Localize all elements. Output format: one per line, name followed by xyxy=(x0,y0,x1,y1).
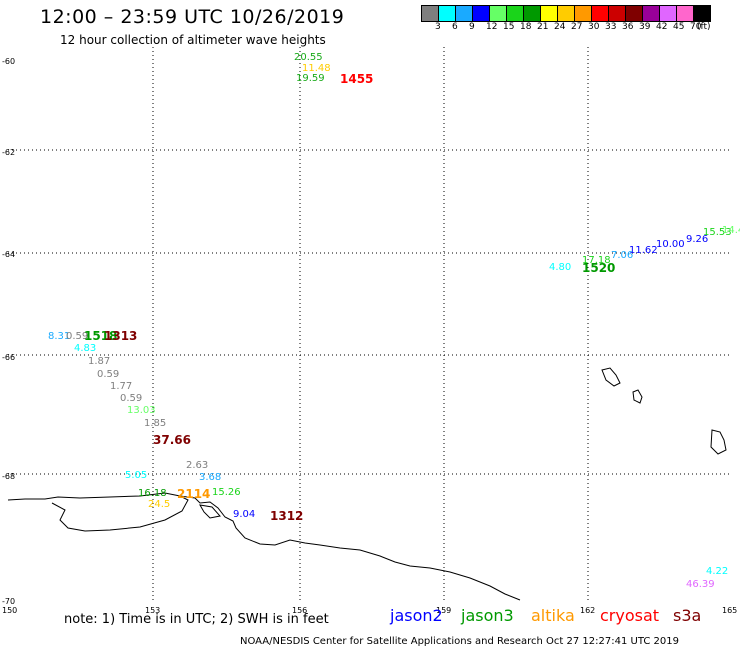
wave-height-color-scale xyxy=(421,5,711,22)
scale-swatch xyxy=(693,5,711,22)
balleny-island-1 xyxy=(601,367,621,387)
wave-height-label: 4.80 xyxy=(549,262,572,273)
balleny-island-2 xyxy=(632,389,643,404)
scale-label: 39 xyxy=(639,22,651,32)
scale-label: 15 xyxy=(503,22,515,32)
antarctic-coastline xyxy=(7,492,521,601)
wave-height-label: 5.05 xyxy=(125,470,148,481)
wave-height-label: 4.22 xyxy=(706,566,729,577)
units-note: note: 1) Time is in UTC; 2) SWH is in fe… xyxy=(64,612,329,627)
latitude-label: -68 xyxy=(2,472,16,481)
scale-label: 42 xyxy=(656,22,668,32)
latitude-label: -60 xyxy=(2,57,16,66)
wave-height-label: 9.26 xyxy=(686,234,709,245)
wave-height-label: 3.68 xyxy=(199,472,222,483)
observation-time-label: 1455 xyxy=(340,72,374,86)
wave-height-label: 1.77 xyxy=(110,381,133,392)
latitude-label: -64 xyxy=(2,250,16,259)
wave-height-label: 2.63 xyxy=(186,460,209,471)
scale-label: 33 xyxy=(605,22,617,32)
scale-label: 30 xyxy=(588,22,600,32)
map-grid xyxy=(8,47,732,600)
wave-height-label: 1.87 xyxy=(88,356,111,367)
observation-time-label: 1518 xyxy=(84,329,118,343)
wave-height-label: 9.04 xyxy=(233,509,256,520)
latitude-label: -70 xyxy=(2,597,16,606)
latitude-label: -62 xyxy=(2,148,16,157)
observation-time-label: 1520 xyxy=(582,261,616,275)
scale-label: 70 xyxy=(690,22,702,32)
wave-height-label: 19.59 xyxy=(296,73,325,84)
longitude-label: 165 xyxy=(722,606,738,615)
wave-height-label: 11.62 xyxy=(629,245,658,256)
wave-height-label: 46.39 xyxy=(686,579,715,590)
scale-label: 36 xyxy=(622,22,634,32)
longitude-label: 150 xyxy=(2,606,18,615)
legend-jason3: jason3 xyxy=(461,606,514,625)
wave-height-label: 14.44 xyxy=(722,225,740,236)
legend-altika: altika xyxy=(531,606,575,625)
scale-label: 6 xyxy=(452,22,458,32)
longitude-label: 159 xyxy=(436,606,452,615)
longitude-label: 156 xyxy=(292,606,308,615)
wave-height-label: 20.55 xyxy=(294,52,323,63)
observation-time-label: 1313 xyxy=(104,329,138,343)
wave-height-label: 8.31 xyxy=(48,331,71,342)
coastline xyxy=(7,367,727,601)
scale-label: 27 xyxy=(571,22,583,32)
footer-credit: NOAA/NESDIS Center for Satellite Applica… xyxy=(240,636,679,647)
wave-height-label: 7.06 xyxy=(611,250,634,261)
scale-label: (ft) xyxy=(697,22,711,32)
wave-height-label: 0.59 xyxy=(66,331,89,342)
scale-label: 21 xyxy=(537,22,549,32)
wave-height-label: 0.59 xyxy=(97,369,120,380)
latitude-label: -66 xyxy=(2,353,16,362)
scale-label: 3 xyxy=(435,22,441,32)
observation-time-label: 37.66 xyxy=(153,433,191,447)
scale-label: 24 xyxy=(554,22,566,32)
longitude-label: 162 xyxy=(580,606,596,615)
wave-height-label: 10.00 xyxy=(656,239,685,250)
observation-time-label: 1312 xyxy=(270,509,304,523)
wave-height-label: 1.85 xyxy=(144,418,167,429)
wave-height-label: 17.18 xyxy=(582,255,611,266)
wave-height-label: 4.83 xyxy=(74,343,97,354)
coastal-islet xyxy=(199,504,221,519)
wave-height-label: 15.53 xyxy=(703,227,732,238)
wave-height-label: 15.26 xyxy=(212,487,241,498)
wave-height-label: 13.03 xyxy=(127,405,156,416)
legend-cryosat: cryosat xyxy=(600,606,660,625)
scale-label: 12 xyxy=(486,22,498,32)
wave-height-label: 16.18 xyxy=(138,488,167,499)
balleny-island-3 xyxy=(710,429,727,455)
scale-label: 45 xyxy=(673,22,685,32)
ice-shelf-outline xyxy=(51,495,189,532)
longitude-label: 153 xyxy=(145,606,161,615)
scale-label: 9 xyxy=(469,22,475,32)
map-title: 12:00 – 23:59 UTC 10/26/2019 xyxy=(40,6,345,28)
observation-time-label: 2114 xyxy=(177,487,211,501)
wave-height-label: 11.48 xyxy=(302,63,331,74)
wave-height-label: 0.59 xyxy=(120,393,143,404)
legend-jason2: jason2 xyxy=(390,606,443,625)
wave-height-label: 24.5 xyxy=(148,499,171,510)
map-subtitle: 12 hour collection of altimeter wave hei… xyxy=(60,33,326,47)
scale-label: 18 xyxy=(520,22,532,32)
legend-s3a: s3a xyxy=(673,606,702,625)
